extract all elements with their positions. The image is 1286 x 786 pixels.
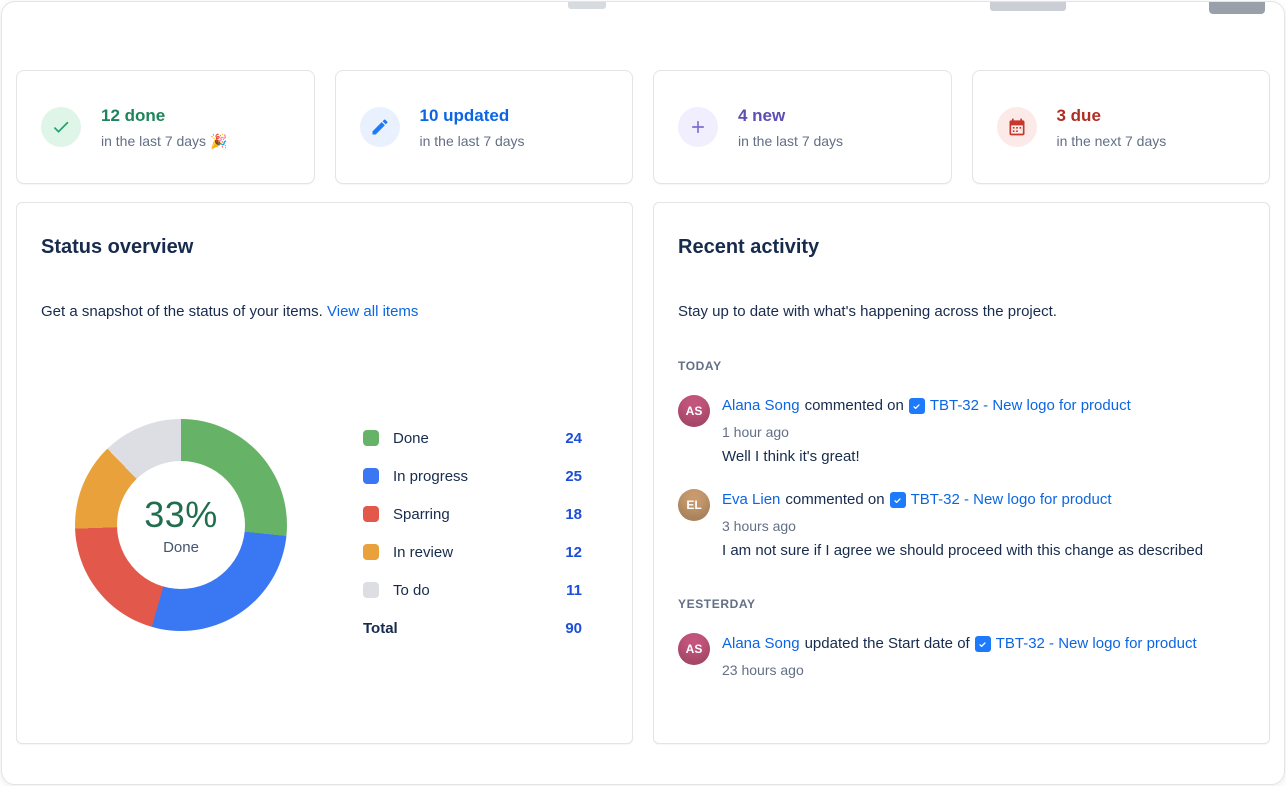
user-link[interactable]: Alana Song [722, 635, 800, 652]
legend-value: 12 [565, 543, 582, 561]
activity-item: EL Eva Lien commented on TBT-32 - New lo… [678, 489, 1245, 561]
task-type-icon [889, 492, 906, 508]
status-overview-title: Status overview [41, 236, 194, 258]
avatar: AS [678, 395, 710, 427]
legend-value: 25 [565, 467, 582, 485]
plus-icon [678, 107, 718, 147]
legend-swatch [363, 582, 379, 598]
donut-percent-label: Done [163, 539, 199, 556]
stat-subtitle: in the last 7 days [419, 133, 525, 149]
cropped-ui-remnant [1209, 2, 1265, 14]
legend-row: Total 90 [363, 609, 582, 647]
dashboard-panels: Status overview Get a snapshot of the st… [16, 202, 1270, 744]
stat-number: 10 updated [419, 106, 510, 125]
issue-link[interactable]: TBT-32 - New logo for product [995, 635, 1197, 652]
legend-value: 24 [565, 429, 582, 447]
legend-value: 18 [565, 505, 582, 523]
activity-time: 1 hour ago [722, 424, 789, 440]
pencil-icon [359, 107, 400, 147]
legend-row: Done 24 [363, 419, 582, 457]
stat-card: 4 new in the last 7 days [653, 70, 952, 184]
activity-group: TODAY AS Alana Song commented on TBT-32 … [678, 359, 1245, 561]
stat-number: 12 done [101, 105, 166, 125]
recent-activity-title: Recent activity [678, 236, 820, 258]
activity-time: 23 hours ago [722, 662, 804, 678]
legend-row: In progress 25 [363, 457, 582, 495]
activity-action: commented on [804, 397, 904, 414]
issue-link[interactable]: TBT-32 - New logo for product [929, 397, 1131, 414]
stat-number: 4 new [738, 106, 786, 125]
legend-label: In progress [393, 467, 469, 485]
legend-swatch [363, 430, 379, 446]
activity-group-label: TODAY [678, 359, 722, 373]
activity-comment: I am not sure if I agree we should proce… [722, 542, 1204, 559]
user-link[interactable]: Eva Lien [722, 491, 781, 508]
activity-group-label: YESTERDAY [678, 597, 756, 611]
task-type-icon [974, 636, 991, 652]
user-link[interactable]: Alana Song [722, 397, 800, 414]
stat-subtitle: in the last 7 days 🎉 [101, 132, 228, 149]
stat-number: 3 due [1056, 106, 1101, 125]
legend-row: To do 11 [363, 571, 582, 609]
recent-activity-description: Stay up to date with what's happening ac… [678, 303, 1057, 320]
activity-time: 3 hours ago [722, 518, 796, 534]
activity-item: AS Alana Song commented on TBT-32 - New … [678, 395, 1245, 467]
legend-label: Done [393, 429, 429, 447]
stat-card: 12 done in the last 7 days 🎉 [16, 70, 315, 184]
issue-link[interactable]: TBT-32 - New logo for product [910, 491, 1112, 508]
legend-label: Total [363, 619, 398, 637]
activity-feed: TODAY AS Alana Song commented on TBT-32 … [678, 359, 1245, 678]
stat-card: 3 due in the next 7 days [971, 70, 1270, 184]
activity-comment: Well I think it's great! [722, 448, 860, 465]
donut-percent: 33% [144, 494, 218, 535]
donut-center: 33% Done [117, 461, 245, 589]
activity-action: updated the Start date of [804, 635, 970, 652]
status-overview-description: Get a snapshot of the status of your ite… [41, 303, 419, 320]
recent-activity-panel: Recent activity Stay up to date with wha… [653, 202, 1270, 744]
stat-subtitle: in the next 7 days [1056, 133, 1167, 149]
status-legend: Done 24 In progress 25 Sparring 18 In re… [363, 419, 582, 647]
activity-action: commented on [785, 491, 885, 508]
legend-label: In review [393, 543, 454, 561]
activity-group: YESTERDAY AS Alana Song updated the Star… [678, 597, 1245, 678]
activity-item: AS Alana Song updated the Start date of … [678, 633, 1245, 678]
legend-swatch [363, 468, 379, 484]
legend-label: To do [393, 581, 430, 599]
legend-value: 90 [565, 619, 582, 637]
avatar: EL [678, 489, 710, 521]
legend-swatch [363, 506, 379, 522]
legend-value: 11 [566, 581, 582, 599]
legend-swatch [363, 544, 379, 560]
stat-cards-row: 12 done in the last 7 days 🎉 10 updated … [16, 70, 1270, 184]
avatar: AS [678, 633, 710, 665]
legend-label: Sparring [393, 505, 450, 523]
legend-row: Sparring 18 [363, 495, 582, 533]
calendar-icon [996, 107, 1037, 147]
view-all-items-link[interactable]: View all items [327, 303, 419, 320]
status-overview-panel: Status overview Get a snapshot of the st… [16, 202, 633, 744]
legend-row: In review 12 [363, 533, 582, 571]
stat-card: 10 updated in the last 7 days [334, 70, 633, 184]
status-donut-chart[interactable]: 33% Done [75, 419, 287, 631]
check-icon [41, 107, 81, 147]
cropped-ui-remnant [990, 2, 1066, 11]
task-type-icon [908, 398, 925, 414]
stat-subtitle: in the last 7 days [738, 133, 844, 149]
cropped-ui-remnant [568, 2, 606, 9]
